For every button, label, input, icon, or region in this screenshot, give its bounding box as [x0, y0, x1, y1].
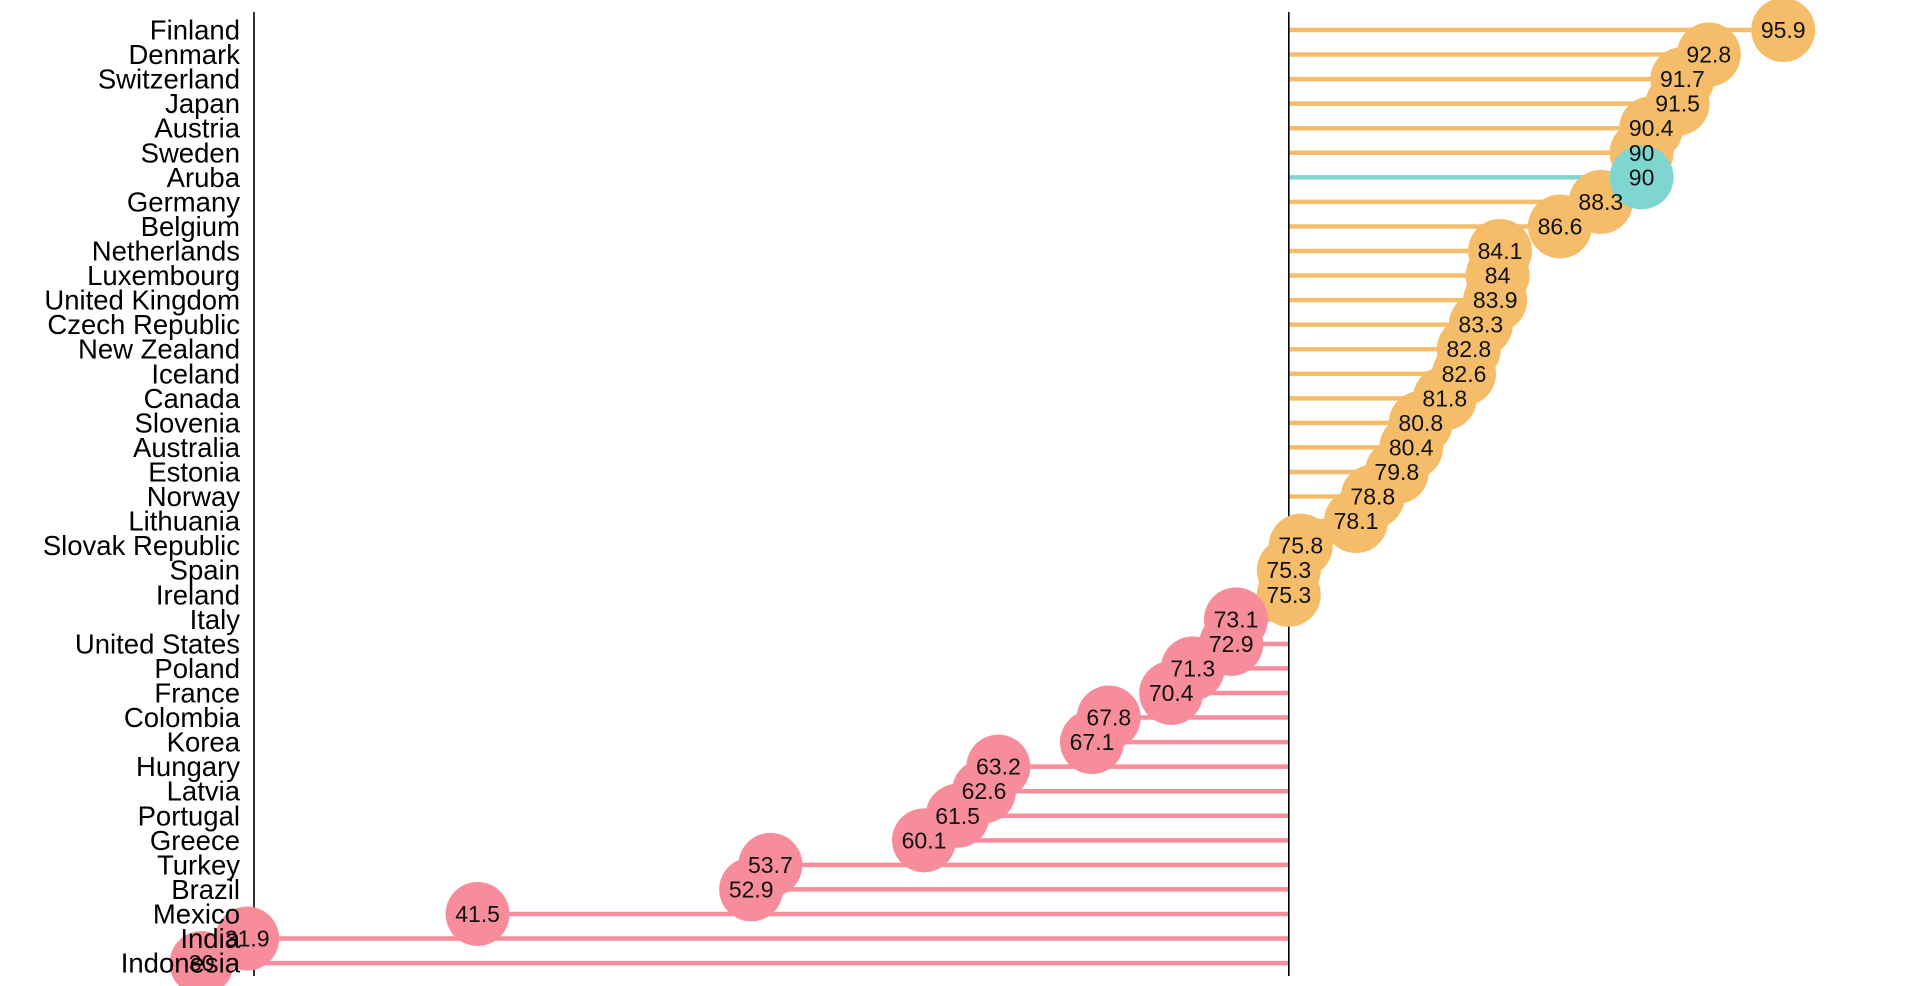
value-label-united-states: 72.9 — [1209, 631, 1254, 657]
value-label-germany: 88.3 — [1578, 189, 1623, 215]
value-label-hungary: 63.2 — [976, 754, 1021, 780]
tick-label-slovenia: Slovenia — [135, 407, 241, 438]
value-label-switzerland: 91.7 — [1660, 66, 1705, 92]
value-label-aruba: 90 — [1629, 164, 1655, 190]
value-label-korea: 67.1 — [1070, 729, 1115, 755]
value-label-canada: 81.8 — [1422, 385, 1467, 411]
tick-label-spain: Spain — [170, 555, 240, 586]
value-label-mexico: 41.5 — [455, 901, 500, 927]
tick-label-estonia: Estonia — [148, 456, 240, 487]
tick-label-ireland: Ireland — [156, 579, 240, 610]
value-label-france: 70.4 — [1149, 680, 1194, 706]
tick-label-colombia: Colombia — [124, 702, 241, 733]
value-label-united-kingdom: 83.9 — [1473, 287, 1518, 313]
tick-label-switzerland: Switzerland — [98, 64, 240, 95]
tick-label-korea: Korea — [167, 727, 241, 758]
tick-label-italy: Italy — [190, 604, 241, 635]
tick-label-united-kingdom: United Kingdom — [44, 285, 240, 316]
tick-label-iceland: Iceland — [151, 358, 240, 389]
value-label-denmark: 92.8 — [1686, 42, 1731, 68]
value-label-india: 31.9 — [225, 926, 270, 952]
tick-label-poland: Poland — [154, 653, 240, 684]
tick-label-australia: Australia — [133, 432, 241, 463]
value-label-ireland: 75.3 — [1266, 582, 1311, 608]
value-label-colombia: 67.8 — [1086, 705, 1131, 731]
value-label-norway: 78.8 — [1350, 484, 1395, 510]
dot-greece — [892, 808, 956, 873]
value-label-japan: 91.5 — [1655, 91, 1700, 117]
country-labels-layer: FinlandDenmarkSwitzerlandJapanAustriaSwe… — [43, 15, 241, 979]
value-label-czech-republic: 83.3 — [1458, 312, 1503, 338]
dot-korea — [1060, 710, 1124, 775]
tick-label-new-zealand: New Zealand — [78, 334, 240, 365]
tick-label-finland: Finland — [150, 15, 240, 46]
tick-label-norway: Norway — [147, 481, 240, 512]
value-label-turkey: 53.7 — [748, 852, 793, 878]
value-label-netherlands: 84.1 — [1478, 238, 1523, 264]
tick-label-canada: Canada — [144, 383, 241, 414]
tick-label-slovak-republic: Slovak Republic — [43, 530, 240, 561]
dot-indonesia — [169, 931, 234, 986]
value-label-portugal: 61.5 — [935, 803, 980, 829]
tick-label-czech-republic: Czech Republic — [47, 309, 240, 340]
value-label-australia: 80.4 — [1389, 434, 1434, 460]
value-label-latvia: 62.6 — [962, 778, 1007, 804]
tick-label-hungary: Hungary — [136, 751, 240, 782]
value-label-new-zealand: 82.8 — [1446, 336, 1491, 362]
value-label-belgium: 86.6 — [1538, 213, 1583, 239]
tick-label-lithuania: Lithuania — [128, 506, 240, 537]
tick-label-latvia: Latvia — [167, 776, 241, 807]
dot-brazil — [719, 857, 784, 922]
tick-label-india: India — [180, 923, 240, 954]
tick-label-france: France — [154, 677, 240, 708]
dot-ireland — [1256, 562, 1321, 627]
tick-label-turkey: Turkey — [157, 849, 240, 880]
tick-label-germany: Germany — [127, 186, 240, 217]
value-label-luxembourg: 84 — [1485, 263, 1511, 289]
dot-aruba — [1609, 145, 1674, 210]
value-label-indonesia: 30 — [189, 950, 215, 976]
tick-label-aruba: Aruba — [167, 162, 241, 193]
dot-lithuania — [1324, 489, 1388, 554]
value-label-brazil: 52.9 — [729, 876, 774, 902]
dot-finland — [1751, 0, 1816, 62]
value-label-iceland: 82.6 — [1442, 361, 1487, 387]
tick-label-greece: Greece — [150, 825, 240, 856]
value-label-slovak-republic: 75.8 — [1278, 533, 1323, 559]
tick-label-belgium: Belgium — [141, 211, 240, 242]
tick-label-mexico: Mexico — [153, 898, 240, 929]
tick-label-brazil: Brazil — [171, 874, 240, 905]
value-label-poland: 71.3 — [1170, 655, 1215, 681]
tick-label-japan: Japan — [165, 88, 240, 119]
dot-france — [1139, 660, 1204, 725]
tick-label-austria: Austria — [154, 113, 240, 144]
tick-label-portugal: Portugal — [138, 800, 240, 831]
stems-layer — [201, 27, 1784, 966]
tick-label-indonesia: Indonesia — [121, 948, 241, 979]
value-label-slovenia: 80.8 — [1398, 410, 1443, 436]
dot-mexico — [445, 881, 510, 946]
value-label-estonia: 79.8 — [1374, 459, 1419, 485]
dot-belgium — [1528, 194, 1592, 259]
tick-label-sweden: Sweden — [141, 137, 240, 168]
value-label-spain: 75.3 — [1266, 557, 1311, 583]
value-label-lithuania: 78.1 — [1334, 508, 1379, 534]
tick-label-denmark: Denmark — [128, 39, 240, 70]
value-label-finland: 95.9 — [1761, 17, 1806, 43]
tick-label-united-states: United States — [75, 628, 240, 659]
tick-label-luxembourg: Luxembourg — [87, 260, 240, 291]
tick-label-netherlands: Netherlands — [92, 235, 240, 266]
value-label-sweden: 90 — [1629, 140, 1655, 166]
value-labels-layer: 95.992.891.791.590.4909088.386.684.18483… — [189, 17, 1806, 976]
value-label-austria: 90.4 — [1629, 115, 1674, 141]
value-label-greece: 60.1 — [902, 827, 947, 853]
dots-layer — [169, 0, 1816, 986]
value-label-italy: 73.1 — [1214, 606, 1259, 632]
